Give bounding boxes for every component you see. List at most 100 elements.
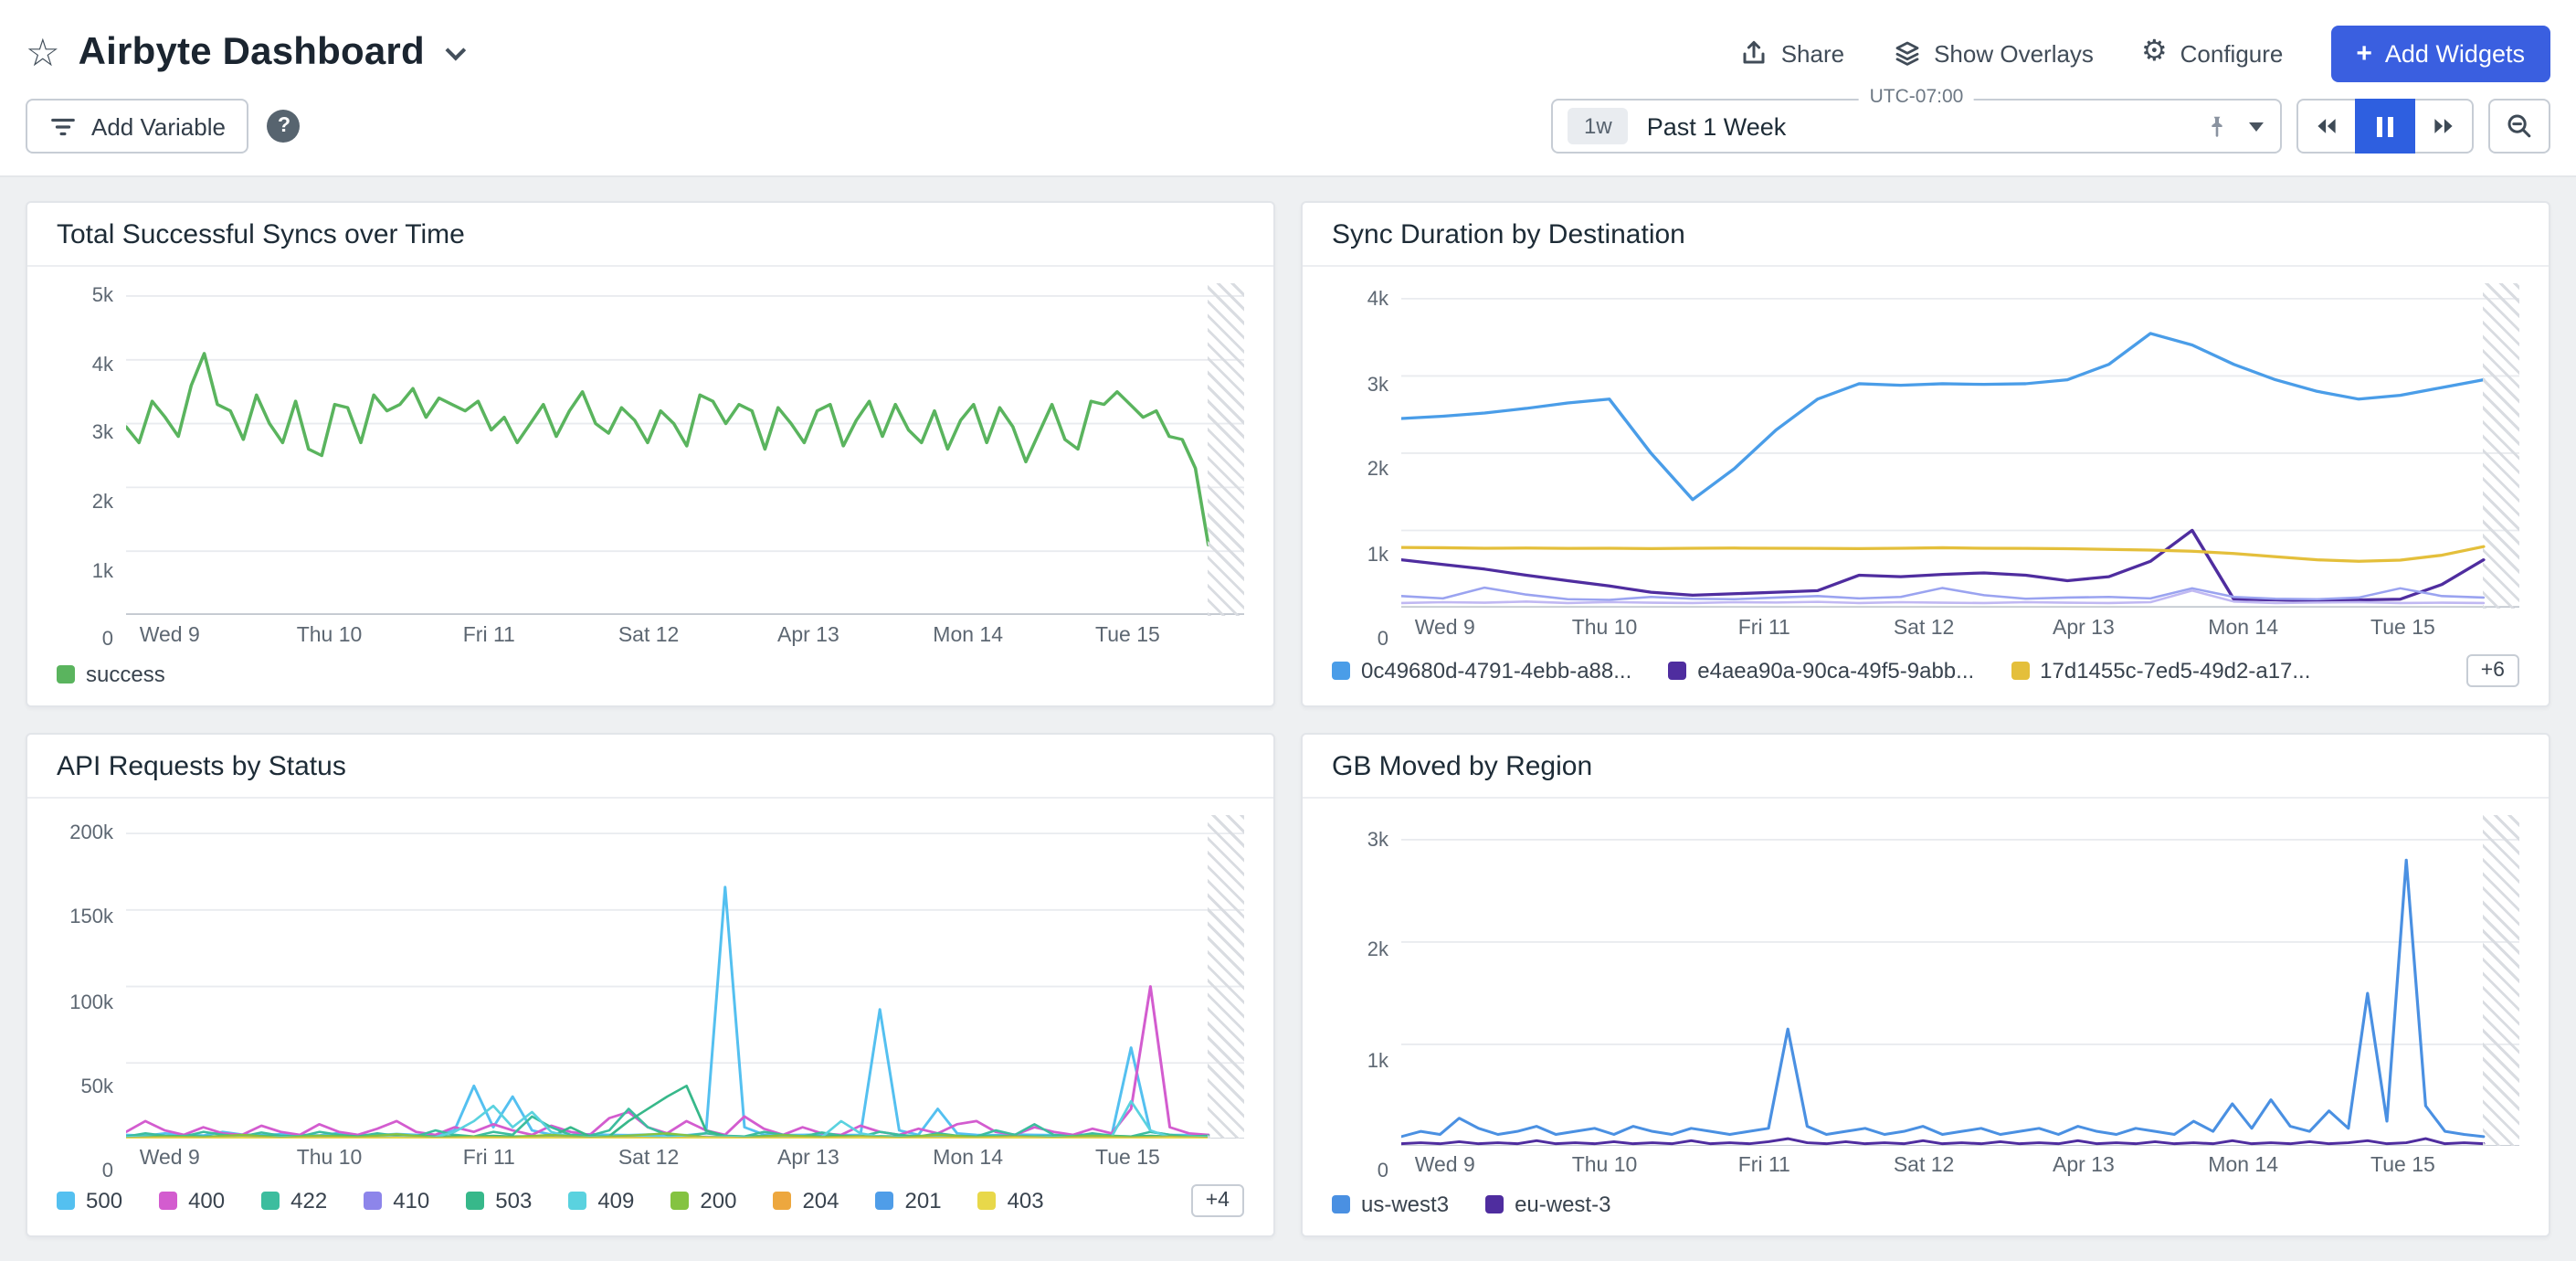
legend-label: 200 [700,1188,736,1213]
time-range-picker[interactable]: UTC-07:00 1w Past 1 Week [1551,99,2282,154]
legend-swatch [1668,661,1686,679]
time-range-chip: 1w [1568,108,1629,144]
dropdown-caret-icon[interactable] [2249,122,2264,131]
series-line [1401,530,2484,600]
x-tick-label: Fri 11 [1738,1155,1790,1177]
plot-area[interactable] [126,814,1244,1139]
show-overlays-label: Show Overlays [1934,39,2094,67]
y-tick-label: 4k [1367,289,1388,313]
widget-gb-moved-by-region: GB Moved by Region 3k2k1k0 Wed 9Thu 10Fr… [1301,732,2550,1237]
future-region-hatch [1209,283,1244,615]
x-tick-label: Wed 9 [140,624,200,646]
legend-item[interactable]: 409 [568,1188,634,1213]
share-label: Share [1781,39,1844,67]
legend-label: eu-west-3 [1515,1192,1610,1217]
legend-label: success [86,661,165,686]
legend-item[interactable]: us-west3 [1332,1192,1449,1217]
y-tick-label: 3k [92,423,113,447]
y-tick-label: 0 [102,629,113,652]
add-variable-button[interactable]: Add Variable [26,99,249,154]
legend-item[interactable]: 17d1455c-7ed5-49d2-a17... [2011,657,2310,683]
series-line [1401,1138,2484,1143]
x-tick-label: Thu 10 [297,1148,363,1170]
title-chevron-down-icon[interactable] [446,40,467,61]
series-line [1401,546,2484,561]
x-tick-label: Apr 13 [2053,1155,2115,1177]
legend-swatch [978,1192,997,1210]
y-tick-label: 100k [69,991,113,1015]
pause-button[interactable] [2355,99,2415,154]
x-tick-label: Mon 14 [2208,1155,2278,1177]
legend-item[interactable]: 410 [364,1188,429,1213]
legend-item[interactable]: 200 [670,1188,736,1213]
title-group: ☆ Airbyte Dashboard [26,31,461,75]
favorite-star-icon[interactable]: ☆ [26,34,60,72]
legend-item[interactable]: 201 [876,1188,942,1213]
playback-controls [2296,99,2474,154]
y-tick-label: 1k [1367,545,1388,568]
legend-overflow-badge[interactable]: +6 [2466,653,2519,686]
legend-item[interactable]: 400 [159,1188,225,1213]
chart-area: 5k4k3k2k1k0 [27,267,1273,615]
future-region-hatch [1209,814,1244,1139]
y-tick-label: 2k [1367,939,1388,963]
widget-title: API Requests by Status [27,734,1273,798]
show-overlays-button[interactable]: Show Overlays [1892,38,2094,68]
legend: 0c49680d-4791-4ebb-a88... e4aea90a-90ca-4… [1303,644,2549,705]
share-button[interactable]: Share [1739,38,1844,68]
dashboard-title[interactable]: Airbyte Dashboard [79,31,425,75]
add-widgets-button[interactable]: + Add Widgets [2330,25,2550,81]
x-tick-label: Thu 10 [297,624,363,646]
zoom-out-icon [2505,111,2534,141]
series-line [126,985,1209,1133]
series-line [1401,334,2484,500]
legend-label: 422 [290,1188,327,1213]
plot-area[interactable] [1401,283,2519,608]
help-icon[interactable]: ? [268,110,301,143]
widget-total-successful-syncs: Total Successful Syncs over Time 5k4k3k2… [26,201,1275,706]
legend-label: us-west3 [1361,1192,1449,1217]
y-axis: 5k4k3k2k1k0 [46,283,126,615]
configure-button[interactable]: ⚙ Configure [2141,38,2283,68]
y-tick-label: 3k [1367,374,1388,397]
legend-swatch [1332,661,1350,679]
legend: success [27,652,1273,705]
widget-title: Sync Duration by Destination [1303,203,2549,267]
widget-sync-duration-by-destination: Sync Duration by Destination 4k3k2k1k0 W… [1301,201,2550,706]
legend-item[interactable]: 0c49680d-4791-4ebb-a88... [1332,657,1631,683]
x-axis: Wed 9Thu 10Fri 11Sat 12Apr 13Mon 14Tue 1… [1401,608,2519,644]
x-tick-label: Wed 9 [140,1148,200,1170]
x-tick-label: Apr 13 [2053,617,2115,639]
plus-icon: + [2356,39,2372,67]
x-tick-label: Tue 15 [1095,1148,1160,1170]
legend-swatch [57,664,75,683]
y-tick-label: 150k [69,907,113,931]
y-tick-label: 5k [92,285,113,309]
zoom-out-button[interactable] [2488,99,2550,154]
x-tick-label: Sat 12 [1894,617,1955,639]
plot-area[interactable] [126,283,1244,615]
legend-item[interactable]: success [57,661,165,686]
legend-label: 500 [86,1188,122,1213]
pin-icon[interactable] [2203,112,2231,140]
legend-item[interactable]: 500 [57,1188,122,1213]
x-tick-label: Thu 10 [1572,1155,1638,1177]
plot-area[interactable] [1401,814,2519,1146]
add-variable-label: Add Variable [91,112,226,140]
legend-item[interactable]: 204 [773,1188,839,1213]
series-line [126,1137,1209,1138]
legend-item[interactable]: 422 [261,1188,327,1213]
forward-button[interactable] [2413,99,2474,154]
future-region-hatch [2484,283,2519,608]
legend-item[interactable]: 503 [466,1188,532,1213]
legend-item[interactable]: 403 [978,1188,1044,1213]
chart-area: 3k2k1k0 [1303,798,2549,1146]
backward-button[interactable] [2296,99,2357,154]
y-tick-label: 50k [81,1076,114,1100]
legend-item[interactable]: e4aea90a-90ca-49f5-9abb... [1668,657,1974,683]
x-tick-label: Sat 12 [1894,1155,1955,1177]
pause-icon [2377,116,2393,136]
legend-item[interactable]: eu-west-3 [1485,1192,1610,1217]
y-tick-label: 0 [102,1160,113,1183]
legend-overflow-badge[interactable]: +4 [1191,1184,1244,1217]
